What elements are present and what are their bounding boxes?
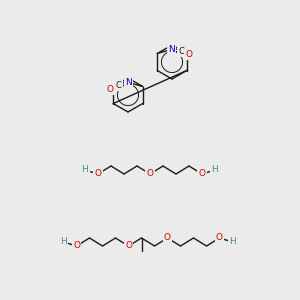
Text: O: O — [73, 242, 80, 250]
Text: O: O — [164, 233, 171, 242]
Text: O: O — [125, 242, 132, 250]
Text: N: N — [125, 78, 132, 87]
Text: O: O — [199, 169, 206, 178]
Text: H: H — [212, 166, 218, 175]
Text: H: H — [60, 238, 67, 247]
Text: C: C — [116, 81, 122, 90]
Text: O: O — [216, 233, 223, 242]
Text: O: O — [106, 85, 113, 94]
Text: N: N — [168, 45, 175, 54]
Text: H: H — [229, 238, 236, 247]
Text: C: C — [178, 47, 184, 56]
Text: O: O — [186, 50, 193, 59]
Text: H: H — [82, 166, 88, 175]
Text: O: O — [146, 169, 154, 178]
Text: O: O — [94, 169, 101, 178]
